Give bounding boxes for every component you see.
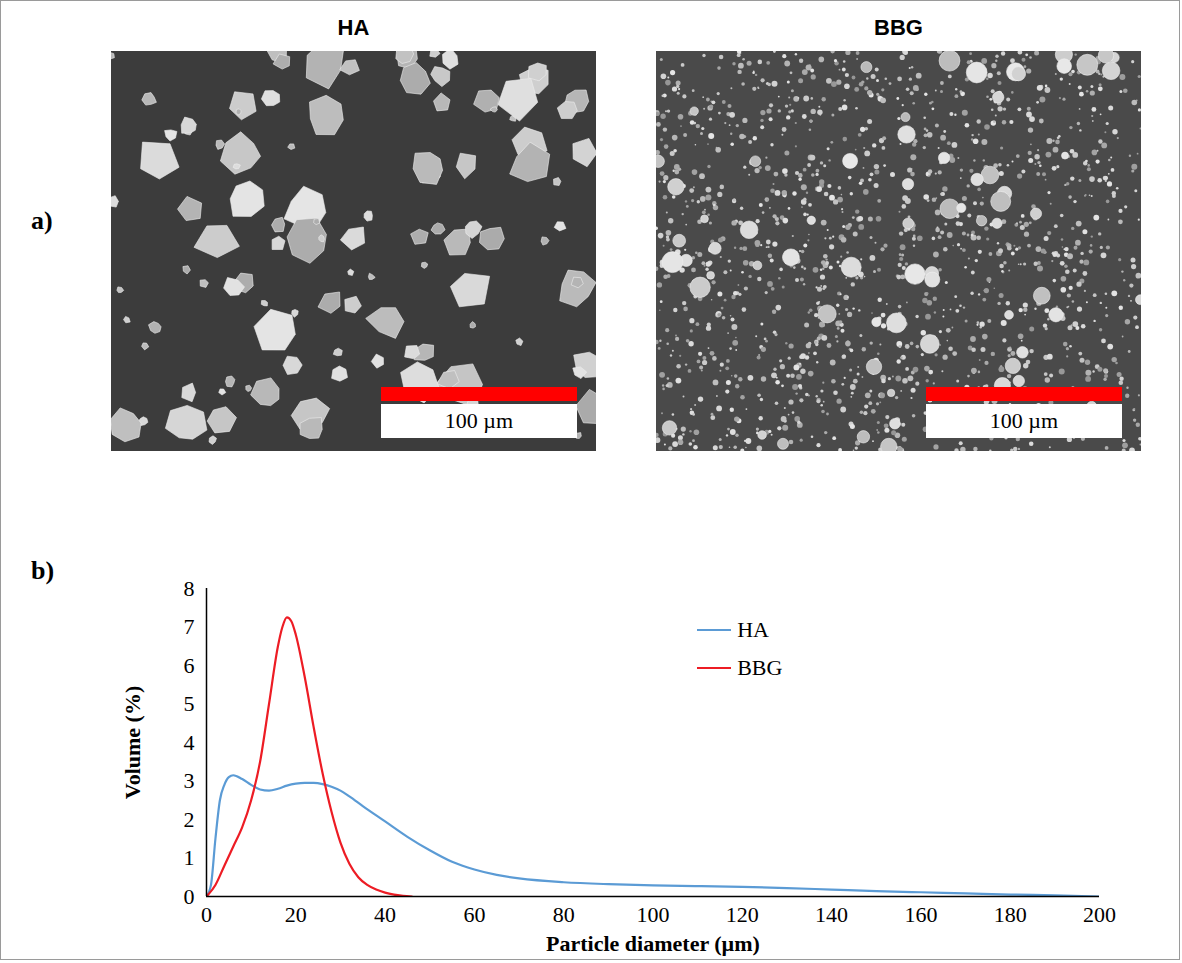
svg-text:Particle diameter (µm): Particle diameter (µm) xyxy=(546,931,760,956)
html-text:a): a) xyxy=(31,206,53,235)
html-text:BBG: BBG xyxy=(737,654,783,680)
svg-text:160: 160 xyxy=(904,902,937,927)
html-text:HA: HA xyxy=(337,15,370,40)
svg-text:2: 2 xyxy=(184,807,195,832)
svg-text:8: 8 xyxy=(184,576,195,601)
svg-text:40: 40 xyxy=(374,902,396,927)
html-text:b): b) xyxy=(31,556,55,585)
html-text:BBG: BBG xyxy=(874,15,923,40)
svg-text:0: 0 xyxy=(201,902,212,927)
html-text:100 µm: 100 µm xyxy=(989,408,1059,433)
svg-text:Volume (%): Volume (%) xyxy=(120,686,145,799)
html-text:HA: HA xyxy=(737,616,769,642)
svg-text:0: 0 xyxy=(184,884,195,909)
svg-text:140: 140 xyxy=(815,902,848,927)
svg-text:1: 1 xyxy=(184,845,195,870)
svg-text:120: 120 xyxy=(726,902,759,927)
svg-text:6: 6 xyxy=(184,653,195,678)
svg-text:200: 200 xyxy=(1083,902,1116,927)
svg-text:4: 4 xyxy=(184,730,195,755)
svg-text:80: 80 xyxy=(553,902,575,927)
svg-text:60: 60 xyxy=(463,902,485,927)
html-text:100 µm: 100 µm xyxy=(444,408,514,433)
svg-text:3: 3 xyxy=(184,768,195,793)
svg-text:5: 5 xyxy=(184,691,195,716)
svg-text:180: 180 xyxy=(994,902,1027,927)
svg-text:100: 100 xyxy=(637,902,670,927)
svg-text:20: 20 xyxy=(285,902,307,927)
svg-text:7: 7 xyxy=(184,614,195,639)
